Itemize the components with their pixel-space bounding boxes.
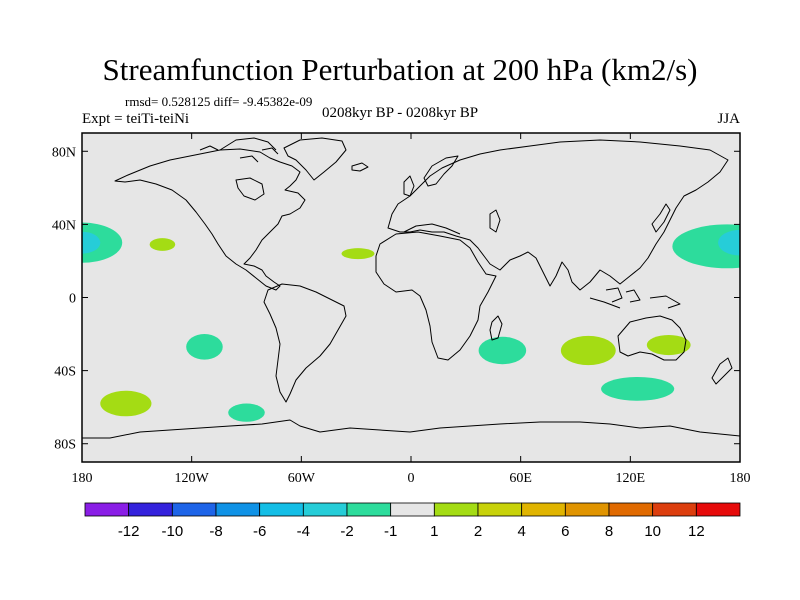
colorbar-swatch [84,502,130,517]
x-tick-label: 0 [408,471,415,486]
anomaly-patch [478,336,527,365]
colorbar-swatch [433,502,479,517]
colorbar-label: -10 [161,523,183,540]
colorbar-swatch [521,502,566,517]
anomaly-patch [601,377,675,401]
coast-uk [403,175,415,197]
anomaly-patch [560,335,616,366]
colorbar-swatch [215,502,261,517]
colorbar-swatch [259,502,304,517]
y-tick-label: 40N [52,218,76,233]
x-tick-label: 60W [288,471,316,486]
colorbar-swatch [477,502,523,517]
experiment-label: Expt = teiTi-teiNi [82,111,190,127]
stats-text: rmsd= 0.528125 diff= -9.45382e-09 [125,94,313,109]
coast-africa [375,231,497,361]
period-label: 0208kyr BP - 0208kyr BP [321,105,479,121]
map-title: Streamfunction Perturbation at 200 hPa (… [102,52,698,87]
axis-ticks: 80N 40N 0 40S 80S 180 120W 60W 0 60E 120E 180 [52,133,751,486]
anomaly-patch [341,248,375,260]
coast-eurasia [387,139,729,291]
colorbar-swatch [171,502,217,517]
coast-madagascar [489,315,503,341]
anomaly-patch [100,390,152,417]
anomaly-patch [186,334,223,360]
colorbar-swatch [564,502,610,517]
colorbar-label: 1 [430,523,438,540]
anomaly-patch [718,229,740,256]
coast-new-zealand [711,357,733,385]
x-tick-label: 180 [72,471,93,486]
season-label: JJA [717,111,740,127]
colorbar-swatch [128,502,173,517]
coast-north-america [114,148,306,291]
colorbar-swatch [390,502,435,517]
colorbar-label: -1 [384,523,397,540]
coast-scandinavia [423,155,459,187]
colorbar-label: 2 [474,523,482,540]
colorbar: -12 -10 -8 -6 -4 -2 -1 1 2 4 6 8 10 12 [84,502,741,540]
coast-iceland [351,162,369,172]
colorbar-label: 10 [644,523,661,540]
x-tick-label: 60E [509,471,532,486]
colorbar-swatch [608,502,654,517]
map-background [82,133,740,462]
coast-south-america [263,283,347,403]
colorbar-label: 6 [561,523,569,540]
anomaly-layer [82,222,740,422]
colorbar-label: 8 [605,523,613,540]
coast-hudson-bay [235,177,265,201]
x-tick-label: 180 [730,471,751,486]
anomaly-patch [149,238,176,251]
x-tick-label: 120E [616,471,646,486]
coast-antarctica [82,419,740,439]
coast-caspian [489,209,501,233]
y-tick-label: 40S [54,365,76,380]
colorbar-label: -2 [340,523,353,540]
colorbar-swatch [652,502,697,517]
colorbar-swatch [346,502,392,517]
anomaly-patch [646,334,691,356]
coast-greenland [283,137,347,181]
colorbar-label: 12 [688,523,705,540]
coast-australia [617,315,687,361]
anomaly-patch [82,222,123,263]
y-tick-label: 0 [69,292,76,307]
colorbar-label: 4 [517,523,525,540]
anomaly-patch [228,403,265,422]
colorbar-swatch [695,502,741,517]
coast-indonesia [589,287,681,309]
coast-arctic-islands [199,137,279,163]
y-tick-label: 80S [54,438,76,453]
y-tick-label: 80N [52,145,76,160]
colorbar-label: -4 [297,523,310,540]
coast-japan [651,203,671,233]
coast-mediterranean [403,223,461,235]
coastlines [82,137,740,439]
colorbar-label: -6 [253,523,266,540]
anomaly-patch [82,231,101,254]
x-tick-label: 120W [175,471,210,486]
colorbar-label: -12 [118,523,140,540]
colorbar-swatch [302,502,348,517]
colorbar-label: -8 [209,523,222,540]
